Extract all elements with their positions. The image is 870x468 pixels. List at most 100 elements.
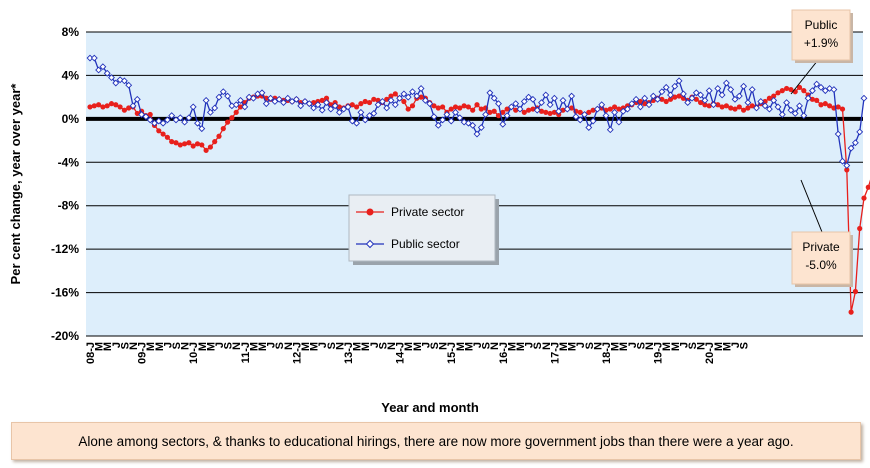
private-point xyxy=(547,110,553,117)
public-point xyxy=(133,95,141,103)
private-point xyxy=(616,106,622,112)
private-point xyxy=(848,309,854,315)
x-tick-label: M xyxy=(352,342,364,351)
public-point xyxy=(103,69,111,77)
public-point xyxy=(219,88,227,96)
private-point xyxy=(745,105,751,111)
private-point xyxy=(108,101,115,107)
y-tick-label: -4% xyxy=(58,155,80,169)
public-point xyxy=(413,92,421,100)
x-tick-label: S xyxy=(739,342,751,349)
x-tick-label: 18-J xyxy=(601,342,613,364)
public-point xyxy=(305,100,313,108)
public-point xyxy=(245,93,253,101)
private-point xyxy=(100,104,106,110)
public-point xyxy=(585,124,593,131)
public-point xyxy=(366,112,373,120)
public-point xyxy=(486,89,494,97)
legend-public-label: Public sector xyxy=(391,237,460,251)
y-tick-label: 0% xyxy=(62,112,80,126)
public-point xyxy=(310,104,318,112)
public-point xyxy=(146,116,154,124)
private-point xyxy=(457,105,463,111)
private-point xyxy=(121,107,127,113)
x-tick-label: S xyxy=(481,342,493,349)
private-point xyxy=(865,184,870,190)
public-point xyxy=(90,54,98,62)
x-tick-label: N xyxy=(231,342,243,350)
public-point xyxy=(490,94,498,102)
public-point xyxy=(404,93,412,101)
x-tick-label: J xyxy=(524,342,536,348)
callout-public-line2: +1.9% xyxy=(804,36,839,50)
public-point xyxy=(267,94,275,102)
x-tick-label: S xyxy=(532,342,544,349)
caption-banner: Alone among sectors, & thanks to educati… xyxy=(11,422,861,460)
private-point xyxy=(749,103,755,109)
x-tick-label: M xyxy=(154,342,166,351)
x-tick-label: M xyxy=(567,342,579,351)
public-point xyxy=(572,113,580,121)
public-point xyxy=(473,130,481,138)
public-point xyxy=(787,106,795,114)
callout-private-leader xyxy=(800,179,823,233)
public-point xyxy=(215,93,223,101)
public-point xyxy=(206,108,214,116)
public-point xyxy=(292,95,300,103)
public-point xyxy=(194,119,201,127)
public-point xyxy=(357,108,365,116)
public-point xyxy=(383,104,391,112)
private-point xyxy=(728,105,734,111)
public-point xyxy=(692,89,700,97)
x-tick-label: N xyxy=(489,342,501,350)
public-point xyxy=(808,87,816,95)
private-point xyxy=(822,101,828,107)
public-point xyxy=(262,100,270,108)
public-point xyxy=(391,101,399,109)
public-point xyxy=(443,111,451,118)
public-point xyxy=(770,96,778,104)
public-point xyxy=(181,118,189,126)
public-point xyxy=(740,82,748,90)
x-tick-label: 11-J xyxy=(240,342,252,363)
private-point xyxy=(852,288,859,295)
public-point xyxy=(679,90,687,98)
x-tick-label: S xyxy=(274,342,286,349)
public-point xyxy=(602,112,610,120)
x-tick-label: 08-J xyxy=(85,342,97,364)
private-point xyxy=(160,131,166,137)
public-point xyxy=(335,108,343,116)
public-point xyxy=(619,107,627,115)
public-point xyxy=(817,83,825,91)
public-point xyxy=(159,119,167,127)
private-point xyxy=(465,104,471,110)
public-point xyxy=(374,101,382,109)
public-point xyxy=(323,99,330,107)
private-point xyxy=(104,103,110,109)
public-point xyxy=(589,117,597,125)
private-point xyxy=(362,98,368,105)
public-point xyxy=(155,117,163,125)
public-point xyxy=(675,77,683,85)
public-point xyxy=(559,96,567,104)
x-axis-ticks: 08-JMMJSN09-JMMJSN10-JMMJSN11-JMMJSN12-J… xyxy=(85,342,751,364)
public-point xyxy=(301,98,309,105)
private-point xyxy=(233,109,239,115)
public-point xyxy=(710,101,717,109)
x-axis-title: Year and month xyxy=(381,400,479,415)
x-tick-label: M xyxy=(197,342,209,351)
y-axis-title: Per cent change, year over year* xyxy=(8,83,23,285)
private-point xyxy=(861,195,867,201)
x-tick-label: M xyxy=(721,342,733,351)
public-point xyxy=(718,91,726,99)
public-point xyxy=(546,101,554,109)
public-point xyxy=(555,107,563,115)
private-point xyxy=(354,104,360,110)
public-point xyxy=(671,82,679,90)
x-tick-label: J xyxy=(575,342,587,348)
public-point xyxy=(839,157,846,165)
x-tick-label: 12-J xyxy=(291,342,303,364)
public-point xyxy=(581,111,588,118)
public-point xyxy=(176,114,184,122)
public-point xyxy=(151,119,158,127)
